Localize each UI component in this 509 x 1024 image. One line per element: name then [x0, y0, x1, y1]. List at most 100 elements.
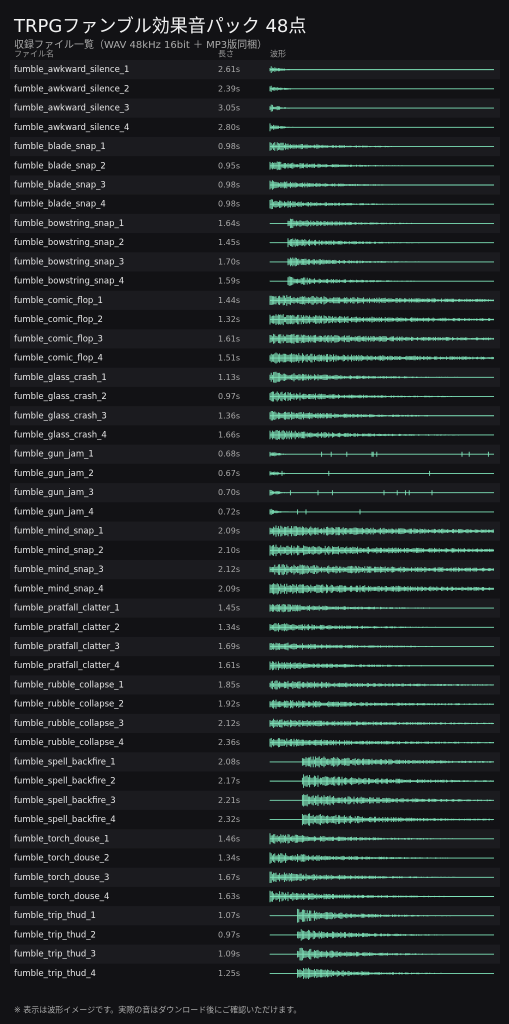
waveform: [269, 123, 494, 132]
row-band: [10, 559, 500, 580]
file-name: fumble_comic_flop_4: [14, 354, 103, 364]
duration: 2.08s: [218, 757, 240, 766]
file-name: fumble_pratfall_clatter_3: [14, 642, 120, 652]
waveform: [269, 352, 494, 364]
file-name: fumble_glass_crash_3: [14, 411, 107, 421]
waveform: [269, 199, 494, 210]
waveform: [269, 180, 494, 190]
waveform: [269, 623, 494, 632]
file-name: fumble_comic_flop_1: [14, 296, 103, 306]
duration: 1.36s: [218, 411, 240, 420]
row-band: [10, 906, 500, 926]
waveform: [269, 525, 494, 537]
file-name: fumble_torch_douse_4: [14, 892, 109, 902]
waveform: [269, 451, 494, 457]
row-band: [10, 252, 500, 272]
file-name: fumble_gun_jam_2: [14, 469, 94, 479]
row-band: [10, 98, 500, 118]
duration: 1.51s: [218, 354, 240, 363]
waveform: [269, 661, 494, 671]
duration: 1.32s: [218, 315, 240, 324]
file-name: fumble_spell_backfire_1: [14, 757, 116, 767]
duration: 1.34s: [218, 854, 240, 863]
file-name: fumble_awkward_silence_3: [14, 104, 129, 114]
duration: 1.09s: [218, 950, 240, 959]
waveform: [269, 908, 494, 923]
row-band: [10, 290, 500, 310]
duration: 2.32s: [218, 815, 240, 824]
file-name: fumble_awkward_silence_4: [14, 123, 129, 133]
waveform: [269, 371, 494, 383]
file-name: fumble_pratfall_clatter_4: [14, 661, 120, 671]
duration: 0.72s: [218, 507, 240, 516]
row-band: [10, 136, 500, 157]
file-name: fumble_gun_jam_1: [14, 450, 94, 460]
duration: 0.95s: [218, 161, 240, 170]
duration: 0.68s: [218, 450, 240, 459]
row-band: [10, 406, 500, 426]
file-name: fumble_blade_snap_1: [14, 142, 106, 152]
file-name: fumble_comic_flop_2: [14, 315, 103, 325]
file-name: fumble_glass_crash_4: [14, 430, 107, 440]
waveform: [269, 833, 494, 845]
duration: 1.45s: [218, 604, 240, 613]
file-name: fumble_mind_snap_4: [14, 584, 104, 594]
duration: 1.69s: [218, 642, 240, 651]
duration: 3.05s: [218, 104, 240, 113]
waveform: [269, 813, 494, 826]
duration: 1.61s: [218, 661, 240, 670]
duration: 0.70s: [218, 488, 240, 497]
file-name: fumble_torch_douse_3: [14, 873, 109, 883]
waveform: [269, 544, 494, 557]
waveform: [269, 756, 494, 768]
column-header: ファイル名: [14, 49, 54, 59]
row-band: [10, 521, 500, 541]
duration: 2.09s: [218, 584, 240, 593]
file-name: fumble_rubble_collapse_1: [14, 680, 124, 690]
waveform: [269, 218, 494, 229]
waveform: [269, 871, 494, 883]
duration: 2.17s: [218, 777, 240, 786]
file-name: fumble_gun_jam_4: [14, 507, 94, 517]
waveform: [269, 564, 494, 576]
waveform: [269, 680, 494, 690]
waveform: [269, 411, 494, 421]
duration: 2.36s: [218, 738, 240, 747]
file-name: fumble_rubble_collapse_3: [14, 719, 124, 729]
file-name: fumble_mind_snap_2: [14, 546, 104, 556]
file-name: fumble_mind_snap_1: [14, 527, 104, 537]
file-name: fumble_rubble_collapse_2: [14, 700, 124, 710]
duration: 1.85s: [218, 680, 240, 689]
waveform: [269, 295, 494, 306]
row-band: [10, 636, 500, 657]
duration: 1.59s: [218, 277, 240, 286]
duration: 0.67s: [218, 469, 240, 478]
waveform: [269, 852, 494, 864]
duration: 0.97s: [218, 930, 240, 939]
row-band: [10, 213, 500, 234]
duration: 1.44s: [218, 296, 240, 305]
waveform: [269, 238, 494, 248]
file-name: fumble_spell_backfire_3: [14, 796, 116, 806]
waveform: [269, 489, 494, 496]
duration: 1.45s: [218, 238, 240, 247]
waveform: [269, 333, 494, 344]
duration: 0.98s: [218, 180, 240, 189]
row-band: [10, 675, 500, 695]
waveform: [269, 738, 494, 748]
waveform: [269, 85, 494, 92]
duration: 2.12s: [218, 719, 240, 728]
row-band: [10, 829, 500, 849]
duration: 1.13s: [218, 373, 240, 382]
row-band: [10, 444, 500, 464]
file-name: fumble_bowstring_snap_2: [14, 238, 124, 248]
duration: 2.80s: [218, 123, 240, 132]
waveform: [269, 718, 494, 728]
duration: 1.25s: [218, 969, 240, 978]
title: TRPGファンブル効果音パック 48点: [13, 15, 306, 37]
waveform: [269, 929, 494, 941]
file-name: fumble_trip_thud_4: [14, 969, 96, 979]
file-name: fumble_gun_jam_3: [14, 488, 94, 498]
